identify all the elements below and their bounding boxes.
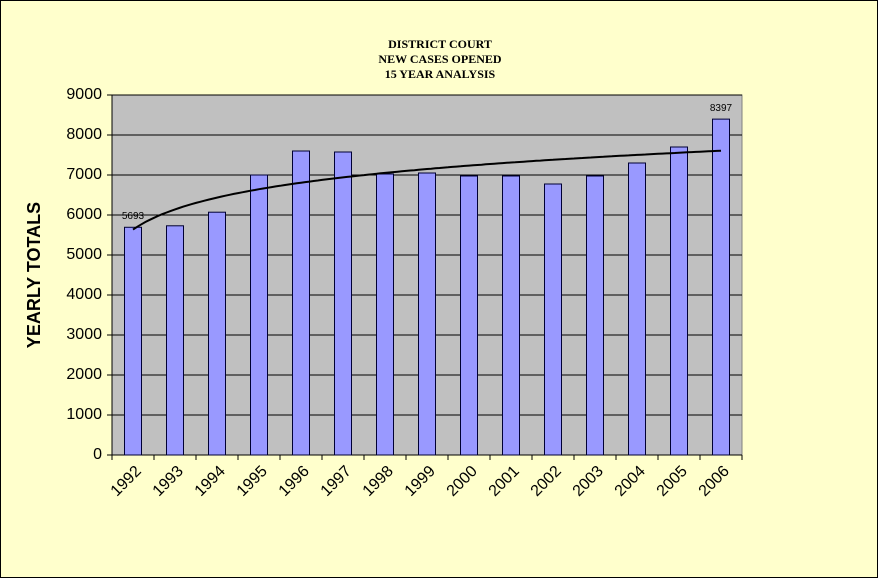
bar bbox=[334, 151, 352, 456]
bar bbox=[418, 172, 436, 456]
y-tick-label: 6000 bbox=[66, 206, 102, 223]
bar bbox=[712, 118, 730, 456]
chart-title: DISTRICT COURT NEW CASES OPENED 15 YEAR … bbox=[378, 37, 501, 81]
y-tick-label: 5000 bbox=[66, 246, 102, 263]
bar bbox=[670, 146, 688, 456]
y-tick-label: 9000 bbox=[66, 86, 102, 103]
y-tick-label: 7000 bbox=[66, 166, 102, 183]
bar bbox=[124, 226, 142, 456]
bar bbox=[460, 175, 478, 456]
bar bbox=[586, 175, 604, 456]
y-tick-label: 2000 bbox=[66, 366, 102, 383]
bar bbox=[376, 173, 394, 456]
bar bbox=[166, 225, 184, 456]
trendline bbox=[132, 149, 722, 231]
data-label: 5693 bbox=[122, 211, 145, 222]
data-label: 8397 bbox=[710, 103, 733, 114]
title-line: 15 YEAR ANALYSIS bbox=[385, 67, 496, 81]
y-tick-label: 0 bbox=[93, 446, 102, 463]
title-line: NEW CASES OPENED bbox=[378, 52, 501, 66]
bar bbox=[208, 211, 226, 456]
y-axis-label: YEARLY TOTALS bbox=[24, 202, 44, 348]
y-tick-label: 4000 bbox=[66, 286, 102, 303]
bar bbox=[502, 175, 520, 456]
bar bbox=[628, 162, 646, 456]
y-tick-label: 3000 bbox=[66, 326, 102, 343]
bar bbox=[250, 174, 268, 456]
y-tick-label: 1000 bbox=[66, 406, 102, 423]
bar bbox=[544, 183, 562, 456]
title-line: DISTRICT COURT bbox=[388, 37, 492, 51]
bar bbox=[292, 150, 310, 456]
y-tick-label: 8000 bbox=[66, 126, 102, 143]
